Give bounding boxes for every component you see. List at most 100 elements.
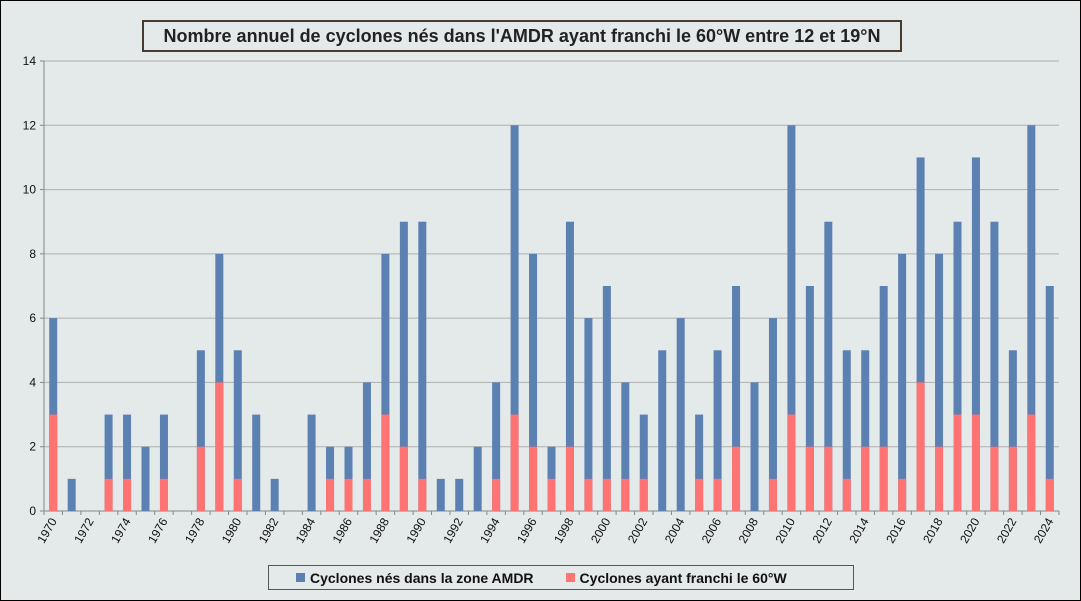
bar-amdr-1991 <box>436 478 445 511</box>
bar-60w-1979 <box>215 382 224 511</box>
bar-amdr-1990 <box>418 221 427 511</box>
x-tick-label: 1976 <box>145 515 171 545</box>
x-tick-label: 2022 <box>994 515 1020 545</box>
bar-amdr-1999 <box>584 318 593 511</box>
x-tick-label: 1998 <box>551 515 577 545</box>
x-tick-label: 1974 <box>108 515 134 545</box>
bar-amdr-2004 <box>676 318 685 511</box>
x-tick-label: 2000 <box>588 515 614 545</box>
x-tick-label: 2012 <box>809 515 835 545</box>
bar-amdr-2006 <box>713 350 722 511</box>
bar-60w-2010 <box>787 414 796 511</box>
x-tick-label: 1994 <box>477 515 503 545</box>
bar-amdr-1987 <box>362 382 371 511</box>
legend-item-60w: Cyclones ayant franchi le 60°W <box>565 569 787 586</box>
bar-60w-2014 <box>861 446 870 511</box>
bar-amdr-2019 <box>953 221 962 511</box>
x-tick-label: 2006 <box>699 515 725 545</box>
bar-amdr-1993 <box>473 446 482 511</box>
x-tick-label: 2016 <box>883 515 909 545</box>
x-tick-label: 1984 <box>293 515 319 545</box>
y-tick-label: 14 <box>23 54 37 68</box>
x-tick-label: 2018 <box>920 515 946 545</box>
bar-60w-2002 <box>639 478 648 511</box>
bar-60w-2022 <box>1008 446 1017 511</box>
bar-amdr-1994 <box>492 382 501 511</box>
legend-swatch-60w <box>565 573 575 582</box>
y-tick-label: 0 <box>29 504 36 518</box>
x-tick-label: 1980 <box>219 515 245 545</box>
legend-swatch-amdr <box>296 573 305 582</box>
x-tick-label: 2020 <box>957 515 983 545</box>
y-tick-label: 6 <box>29 311 36 325</box>
bar-60w-1989 <box>399 446 408 511</box>
bar-amdr-2012 <box>824 221 833 511</box>
bar-60w-1974 <box>123 478 132 511</box>
bar-60w-2007 <box>732 446 741 511</box>
bar-60w-2017 <box>916 382 925 511</box>
x-tick-label: 1978 <box>182 515 208 545</box>
bar-amdr-2005 <box>695 414 704 511</box>
bar-amdr-2022 <box>1008 350 1017 511</box>
x-tick-label: 1972 <box>71 515 97 545</box>
y-tick-label: 12 <box>23 118 37 132</box>
plot-area <box>44 61 1059 511</box>
bar-amdr-2024 <box>1045 286 1054 511</box>
bar-amdr-2011 <box>805 286 814 511</box>
x-tick-label: 2024 <box>1031 515 1057 545</box>
bar-60w-2024 <box>1045 478 1054 511</box>
bar-60w-2023 <box>1027 414 1036 511</box>
bar-amdr-2009 <box>768 318 777 511</box>
bar-amdr-2002 <box>639 414 648 511</box>
bar-amdr-1989 <box>399 221 408 511</box>
bar-60w-2015 <box>879 446 888 511</box>
bar-60w-2016 <box>898 478 907 511</box>
bar-amdr-2013 <box>842 350 851 511</box>
chart-legend: Cyclones nés dans la zone AMDR Cyclones … <box>268 565 854 590</box>
bar-amdr-1998 <box>565 221 574 511</box>
bar-60w-2005 <box>695 478 704 511</box>
bar-amdr-1996 <box>529 253 538 511</box>
x-tick-label: 2008 <box>736 515 762 545</box>
bar-60w-1999 <box>584 478 593 511</box>
x-tick-label: 2004 <box>662 515 688 545</box>
x-tick-label: 1992 <box>440 515 466 545</box>
bar-amdr-2007 <box>732 286 741 511</box>
x-tick-label: 1982 <box>256 515 282 545</box>
bar-amdr-2018 <box>935 253 944 511</box>
bar-60w-1994 <box>492 478 501 511</box>
bar-amdr-2008 <box>750 382 759 511</box>
chart-title-text: Nombre annuel de cyclones nés dans l'AMD… <box>163 25 881 46</box>
legend-label-60w: Cyclones ayant franchi le 60°W <box>579 569 787 586</box>
bar-amdr-1971 <box>67 478 76 511</box>
bar-60w-1986 <box>344 478 353 511</box>
bar-amdr-2010 <box>787 125 796 512</box>
x-tick-label: 2010 <box>773 515 799 545</box>
bar-amdr-1970 <box>49 318 58 511</box>
bar-amdr-1974 <box>123 414 132 511</box>
bar-amdr-2003 <box>658 350 667 511</box>
bar-amdr-1984 <box>307 414 316 511</box>
bar-60w-2006 <box>713 478 722 511</box>
bar-60w-2018 <box>935 446 944 511</box>
bar-amdr-2020 <box>971 157 980 511</box>
bar-amdr-1973 <box>104 414 113 511</box>
bar-60w-1970 <box>49 414 58 511</box>
bar-60w-2001 <box>621 478 630 511</box>
bar-60w-2000 <box>602 478 611 511</box>
y-tick-label: 4 <box>29 375 36 389</box>
bar-amdr-2014 <box>861 350 870 511</box>
bar-60w-1990 <box>418 478 427 511</box>
x-tick-label: 1970 <box>34 515 60 545</box>
bar-60w-1988 <box>381 414 390 511</box>
y-tick-label: 8 <box>29 247 36 261</box>
bar-60w-1985 <box>326 478 335 511</box>
bar-60w-2013 <box>842 478 851 511</box>
bar-60w-1976 <box>159 478 168 511</box>
bar-60w-2020 <box>971 414 980 511</box>
bar-amdr-2016 <box>898 253 907 511</box>
x-tick-label: 1990 <box>403 515 429 545</box>
bar-amdr-2017 <box>916 157 925 511</box>
legend-label-amdr: Cyclones nés dans la zone AMDR <box>310 569 534 586</box>
